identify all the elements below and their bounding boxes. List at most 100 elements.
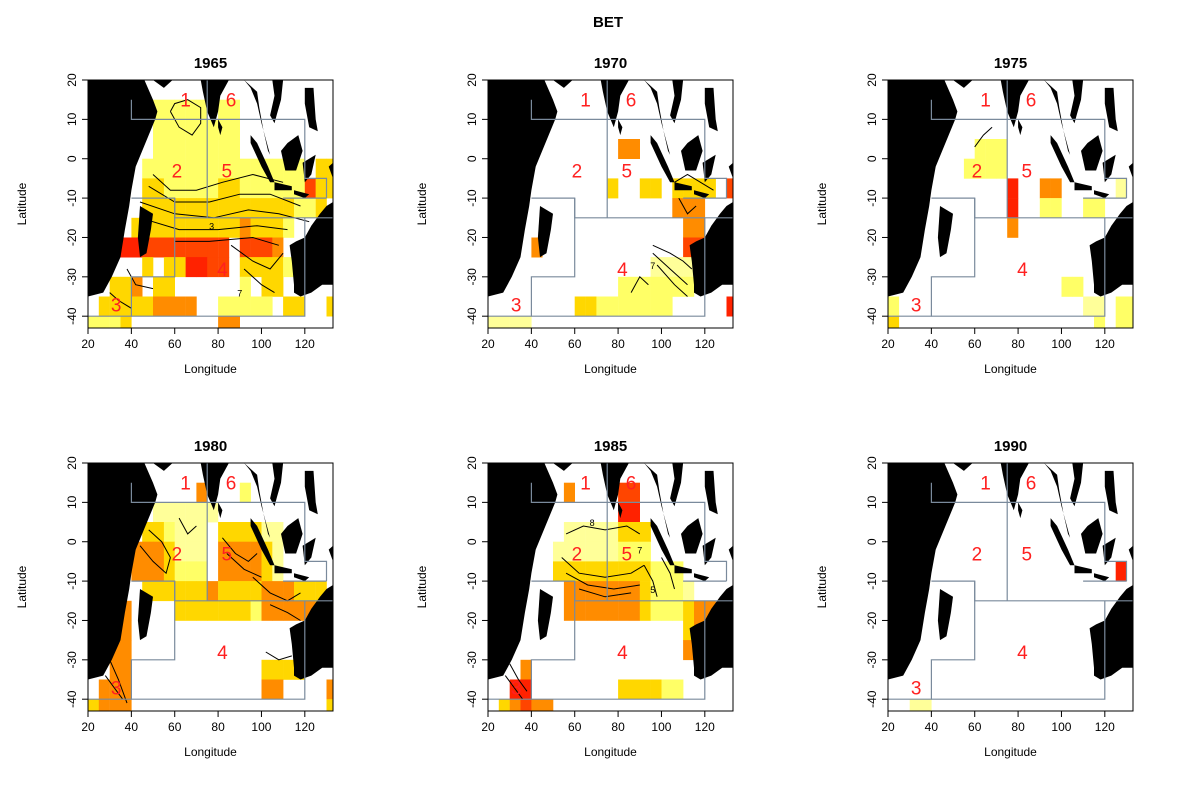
land-polygon bbox=[537, 589, 553, 641]
heat-cell bbox=[261, 217, 273, 238]
heat-cell bbox=[650, 178, 662, 199]
plot-area: 1 6 2 5 4 3 bbox=[88, 463, 333, 711]
heat-cell bbox=[304, 198, 316, 219]
panel-title: 1965 bbox=[194, 55, 227, 72]
heat-cell bbox=[153, 541, 165, 562]
land-polygon bbox=[1044, 80, 1071, 155]
y-tick-label: -20 bbox=[65, 611, 79, 629]
heat-cell bbox=[218, 158, 230, 179]
heat-cell bbox=[239, 257, 251, 278]
land-polygon bbox=[670, 80, 684, 124]
contour-line bbox=[243, 268, 275, 294]
region-boundary bbox=[888, 581, 976, 700]
heat-cell bbox=[683, 257, 695, 278]
land-polygon bbox=[302, 537, 316, 566]
region-boundary bbox=[488, 581, 576, 700]
contour-label: 7 bbox=[637, 546, 642, 556]
heat-cell bbox=[207, 502, 219, 523]
heat-cell bbox=[563, 600, 575, 621]
heat-cell bbox=[250, 600, 262, 621]
heat-cell bbox=[553, 541, 565, 562]
heat-cell bbox=[185, 600, 197, 621]
region-label-5: 5 bbox=[1021, 545, 1032, 566]
plot-frame bbox=[87, 462, 334, 712]
heat-cell bbox=[596, 581, 608, 602]
heat-cell bbox=[553, 561, 565, 582]
region-boundary bbox=[88, 198, 176, 317]
heat-cell bbox=[142, 237, 154, 258]
heat-cell bbox=[618, 482, 630, 503]
x-tick-label: 20 bbox=[81, 337, 95, 351]
heat-cell bbox=[639, 541, 651, 562]
heat-cell bbox=[661, 581, 673, 602]
y-axis-label: Latitude bbox=[15, 565, 29, 608]
heat-cell bbox=[574, 522, 586, 542]
heat-cell bbox=[153, 119, 165, 140]
land-polygon bbox=[281, 518, 303, 554]
heat-cell bbox=[109, 276, 121, 297]
heat-cell bbox=[207, 581, 219, 602]
land-polygon bbox=[1018, 502, 1023, 519]
heat-cell bbox=[120, 699, 132, 711]
heat-cell bbox=[207, 237, 219, 258]
heat-cell bbox=[174, 502, 186, 523]
land-polygon bbox=[704, 470, 718, 515]
land-polygon bbox=[289, 585, 333, 680]
y-tick-label: -30 bbox=[465, 651, 479, 669]
heat-cell bbox=[153, 581, 165, 602]
region-label-2: 2 bbox=[572, 545, 583, 566]
land-polygon bbox=[1089, 202, 1133, 297]
heat-cell bbox=[250, 561, 262, 582]
heat-cell bbox=[228, 316, 240, 328]
heat-cell bbox=[509, 316, 521, 328]
x-tick-label: 60 bbox=[968, 720, 982, 734]
heat-cell bbox=[585, 581, 597, 602]
land-polygon bbox=[618, 119, 623, 136]
x-tick-label: 100 bbox=[1051, 337, 1071, 351]
land-polygon bbox=[702, 154, 716, 183]
map-panel-1975: 1 6 2 5 4 3 20 40 60 80 100 120 -40 -30 -20 -10 0 10 20 197… bbox=[815, 55, 1134, 376]
region-label-4: 4 bbox=[1017, 260, 1028, 281]
heat-cell bbox=[618, 522, 630, 542]
contour-line bbox=[630, 276, 649, 293]
heat-cell bbox=[618, 296, 630, 317]
panel-title: 1980 bbox=[194, 438, 227, 455]
region-boundary bbox=[530, 99, 728, 199]
heat-cell bbox=[294, 198, 306, 219]
map-panel-1990: 1 6 2 5 4 3 20 40 60 80 100 120 -40 -30 -20 -10 0 10 20 199… bbox=[815, 438, 1134, 759]
region-boundary bbox=[130, 482, 328, 582]
land-polygon bbox=[304, 470, 318, 515]
heat-cell bbox=[163, 581, 175, 602]
heat-cell bbox=[628, 541, 640, 562]
heat-cell bbox=[272, 198, 284, 219]
heat-cell bbox=[153, 99, 165, 120]
contour-line bbox=[269, 604, 301, 621]
heat-cell bbox=[228, 600, 240, 621]
heat-cell bbox=[531, 699, 543, 711]
land-polygon bbox=[1102, 537, 1116, 566]
y-tick-label: -20 bbox=[865, 611, 879, 629]
panel-title: 1985 bbox=[594, 438, 627, 455]
region-label-2: 2 bbox=[172, 545, 183, 566]
heat-cell bbox=[218, 296, 230, 317]
heat-cell bbox=[185, 541, 197, 562]
heat-cell bbox=[239, 561, 251, 582]
land-mask bbox=[488, 463, 733, 680]
x-tick-label: 40 bbox=[525, 337, 539, 351]
heat-cell bbox=[304, 178, 316, 199]
heat-cell bbox=[272, 679, 284, 700]
land-polygon bbox=[994, 463, 1029, 511]
heat-cell bbox=[596, 522, 608, 542]
land-polygon bbox=[888, 463, 958, 680]
region-boundaries bbox=[488, 80, 733, 317]
heat-cell bbox=[120, 659, 132, 680]
heat-cell bbox=[239, 541, 251, 562]
heat-cell bbox=[185, 522, 197, 542]
heat-cell bbox=[120, 620, 132, 641]
heat-cell bbox=[163, 119, 175, 140]
heat-cell bbox=[174, 119, 186, 140]
plot-area: 1 6 2 5 4 3 bbox=[888, 80, 1133, 328]
contour-line bbox=[152, 173, 284, 191]
heat-cell bbox=[510, 719, 521, 739]
